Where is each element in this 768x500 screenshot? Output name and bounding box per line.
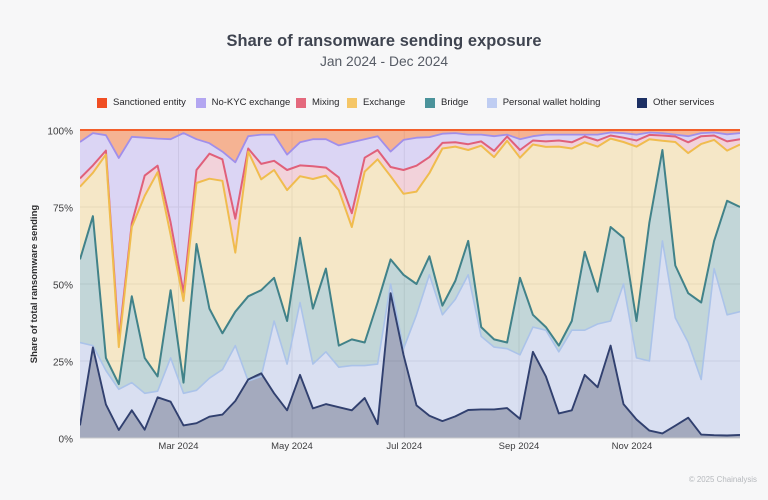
svg-text:75%: 75% — [53, 204, 73, 215]
svg-text:0%: 0% — [59, 435, 74, 446]
svg-text:100%: 100% — [47, 127, 73, 138]
svg-text:Mar 2024: Mar 2024 — [158, 441, 198, 452]
svg-text:Jul 2024: Jul 2024 — [386, 441, 422, 452]
svg-text:Share of total ransomware send: Share of total ransomware sending — [29, 205, 40, 364]
svg-text:50%: 50% — [53, 281, 73, 292]
svg-text:25%: 25% — [53, 358, 73, 369]
svg-text:Sep 2024: Sep 2024 — [499, 441, 540, 452]
svg-text:May 2024: May 2024 — [271, 441, 313, 452]
svg-text:Nov 2024: Nov 2024 — [612, 441, 653, 452]
